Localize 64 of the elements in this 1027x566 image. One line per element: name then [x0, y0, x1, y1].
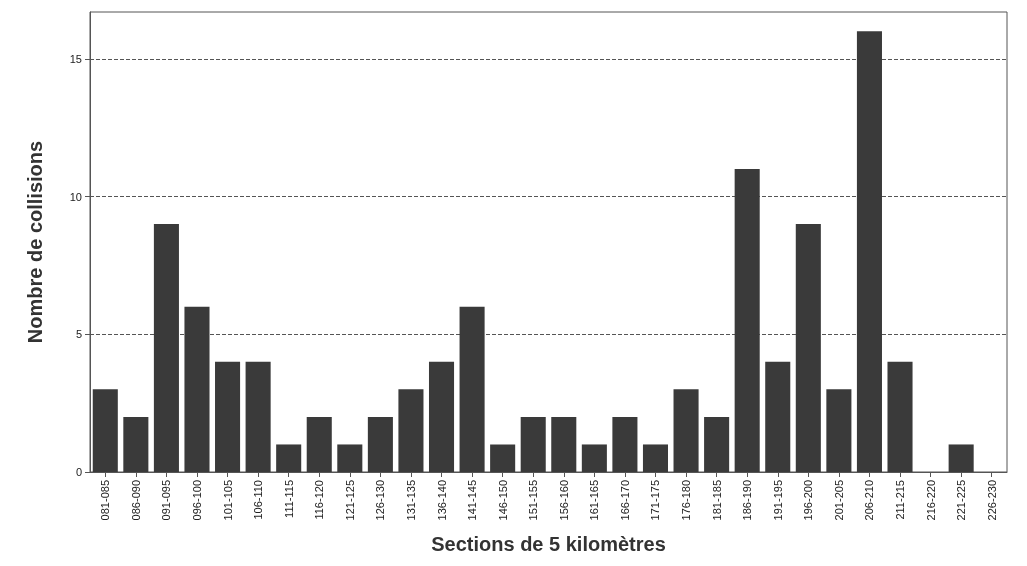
x-tick-label: 176-180 [680, 480, 693, 521]
bar [306, 416, 332, 472]
bar [459, 306, 485, 472]
bar [734, 169, 760, 472]
x-tick-label: 101-105 [221, 480, 234, 521]
y-tick-label: 5 [75, 328, 82, 341]
x-tick-label: 131-135 [404, 480, 417, 521]
x-tick-label: 081-085 [99, 480, 112, 521]
bar [123, 416, 149, 472]
x-tick-label: 201-205 [832, 480, 845, 521]
bar [520, 416, 546, 472]
bar [490, 444, 516, 472]
x-tick-label: 161-165 [588, 480, 601, 521]
x-tick-label: 111-115 [282, 480, 295, 518]
x-tick-label: 146-150 [496, 480, 509, 521]
x-tick-label: 226-230 [985, 480, 998, 521]
bar [765, 361, 791, 472]
x-tick-label: 196-200 [802, 480, 815, 521]
bar [398, 389, 424, 472]
x-tick-label: 156-160 [557, 480, 570, 521]
x-tick-label: 126-130 [374, 480, 387, 521]
y-tick-label: 15 [69, 52, 82, 65]
y-tick-label: 0 [75, 466, 82, 478]
bar [337, 444, 363, 472]
x-tick-label: 096-100 [190, 480, 203, 521]
bar [551, 416, 577, 472]
x-tick-label: 216-220 [924, 480, 937, 521]
x-tick-label: 091-095 [160, 480, 173, 521]
bar [673, 389, 699, 472]
bar [642, 444, 669, 472]
y-axis-title: Nombre de collisions [24, 140, 46, 344]
x-tick-label: 141-145 [466, 480, 479, 521]
x-tick-label: 171-175 [649, 480, 662, 521]
x-tick-label: 191-195 [771, 480, 784, 521]
bar [276, 444, 302, 472]
bar [612, 416, 638, 472]
bar [795, 224, 821, 472]
bar [826, 389, 852, 472]
x-tick-label: 116-120 [313, 480, 326, 520]
x-tick-label: 166-170 [618, 480, 631, 521]
x-tick-label: 151-155 [527, 480, 540, 521]
x-tick-label: 181-185 [710, 480, 723, 521]
bar [581, 444, 607, 472]
y-tick-label: 10 [69, 190, 82, 203]
bar [92, 389, 118, 472]
x-tick-label: 186-190 [741, 480, 754, 521]
x-tick-label: 206-210 [863, 480, 876, 521]
x-tick-label: 211-215 [894, 480, 907, 520]
bar [153, 224, 179, 472]
bar [184, 306, 210, 472]
bar [856, 31, 882, 472]
bar [887, 361, 913, 472]
x-tick-label: 106-110 [252, 480, 265, 520]
x-tick-label: 221-225 [955, 480, 968, 521]
bar [215, 361, 241, 472]
bar [428, 361, 455, 472]
bar [245, 361, 271, 472]
bar [367, 416, 393, 472]
bar [704, 416, 730, 472]
x-tick-label: 086-090 [129, 480, 142, 521]
bar [948, 444, 974, 472]
x-axis-title: Sections de 5 kilomètres [431, 533, 666, 555]
x-tick-label: 136-140 [435, 480, 448, 521]
x-tick-label: 121-125 [343, 480, 356, 521]
